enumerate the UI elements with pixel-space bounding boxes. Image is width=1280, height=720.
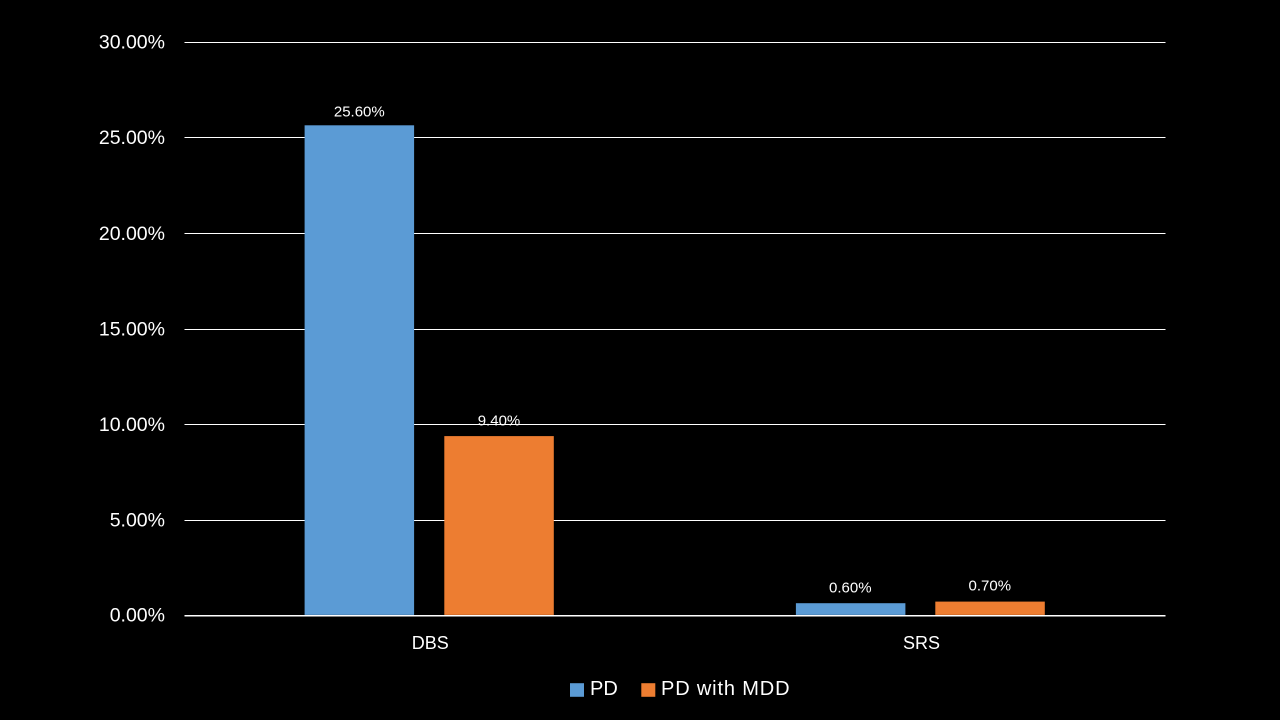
- svg-text:0.70%: 0.70%: [969, 577, 1012, 594]
- svg-text:5.00%: 5.00%: [110, 510, 165, 532]
- svg-text:25.00%: 25.00%: [99, 127, 165, 149]
- svg-text:30.00%: 30.00%: [99, 32, 165, 54]
- svg-text:15.00%: 15.00%: [99, 318, 165, 340]
- svg-text:SRS: SRS: [903, 633, 940, 653]
- svg-text:25.60%: 25.60%: [334, 103, 385, 120]
- svg-text:10.00%: 10.00%: [99, 414, 165, 436]
- svg-text:9.40%: 9.40%: [478, 413, 521, 430]
- svg-text:20.00%: 20.00%: [99, 223, 165, 245]
- svg-text:DBS: DBS: [412, 633, 449, 653]
- svg-text:0.00%: 0.00%: [110, 604, 165, 626]
- svg-text:PD: PD: [590, 678, 618, 700]
- svg-text:PD with MDD: PD with MDD: [661, 678, 790, 700]
- svg-text:0.60%: 0.60%: [829, 580, 872, 597]
